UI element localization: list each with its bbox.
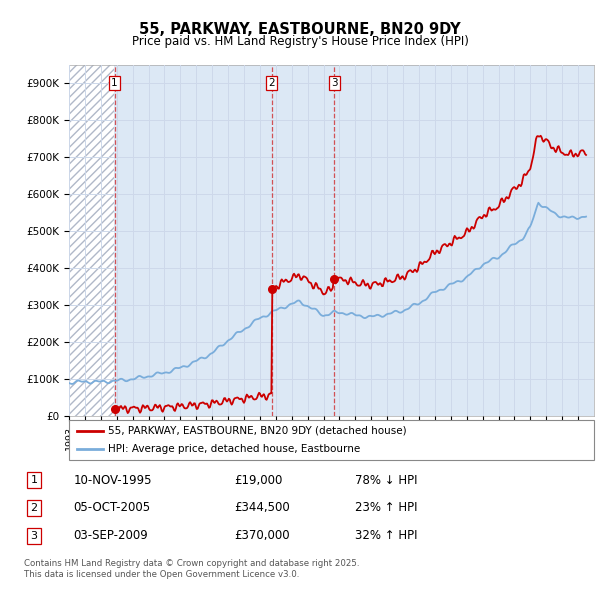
Text: £370,000: £370,000 — [234, 529, 289, 542]
Text: 03-SEP-2009: 03-SEP-2009 — [74, 529, 148, 542]
Text: 10-NOV-1995: 10-NOV-1995 — [74, 474, 152, 487]
Text: 2: 2 — [269, 78, 275, 88]
Text: 55, PARKWAY, EASTBOURNE, BN20 9DY (detached house): 55, PARKWAY, EASTBOURNE, BN20 9DY (detac… — [109, 426, 407, 436]
Text: Price paid vs. HM Land Registry's House Price Index (HPI): Price paid vs. HM Land Registry's House … — [131, 35, 469, 48]
Text: 05-OCT-2005: 05-OCT-2005 — [74, 502, 151, 514]
Text: £344,500: £344,500 — [234, 502, 290, 514]
Text: HPI: Average price, detached house, Eastbourne: HPI: Average price, detached house, East… — [109, 444, 361, 454]
Text: 3: 3 — [331, 78, 338, 88]
Bar — [69, 65, 115, 416]
Text: 1: 1 — [111, 78, 118, 88]
Text: £19,000: £19,000 — [234, 474, 282, 487]
Text: 23% ↑ HPI: 23% ↑ HPI — [355, 502, 418, 514]
Text: 1: 1 — [31, 475, 37, 485]
FancyBboxPatch shape — [69, 420, 594, 460]
Text: 78% ↓ HPI: 78% ↓ HPI — [355, 474, 418, 487]
Text: 3: 3 — [31, 531, 37, 541]
Text: 55, PARKWAY, EASTBOURNE, BN20 9DY: 55, PARKWAY, EASTBOURNE, BN20 9DY — [139, 22, 461, 37]
Bar — [69, 65, 115, 416]
Text: 32% ↑ HPI: 32% ↑ HPI — [355, 529, 418, 542]
Text: Contains HM Land Registry data © Crown copyright and database right 2025.
This d: Contains HM Land Registry data © Crown c… — [24, 559, 359, 579]
Text: 2: 2 — [31, 503, 37, 513]
